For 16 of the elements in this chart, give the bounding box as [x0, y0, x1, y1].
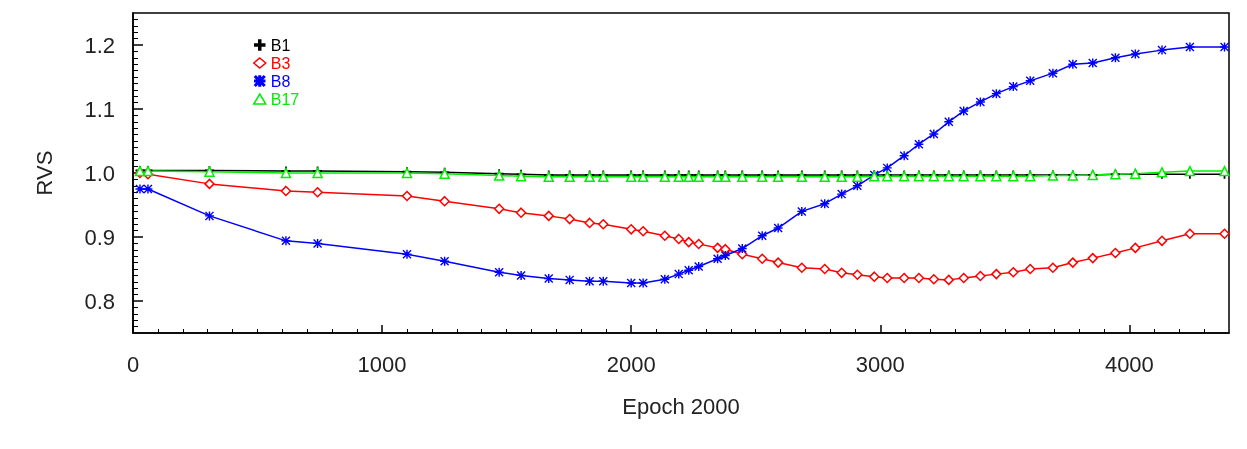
- x-tick-label: 1000: [357, 351, 407, 377]
- y-tick-label: 1.0: [84, 160, 115, 186]
- y-axis-title: RVS: [31, 150, 57, 196]
- x-tick-label: 3000: [855, 351, 905, 377]
- legend-label: B3: [270, 54, 291, 72]
- y-tick-label: 0.8: [84, 288, 115, 314]
- x-tick-label: 4000: [1104, 351, 1154, 377]
- legend-label: B1: [270, 36, 291, 54]
- x-axis-title: Epoch 2000: [622, 393, 740, 419]
- x-tick-label: 0: [126, 351, 140, 377]
- legend-label: B8: [270, 72, 291, 90]
- x-tick-label: 2000: [606, 351, 656, 377]
- y-tick-label: 0.9: [84, 224, 115, 250]
- legend-label: B17: [270, 90, 300, 108]
- y-tick-label: 1.2: [84, 32, 115, 58]
- y-tick-label: 1.1: [84, 96, 115, 122]
